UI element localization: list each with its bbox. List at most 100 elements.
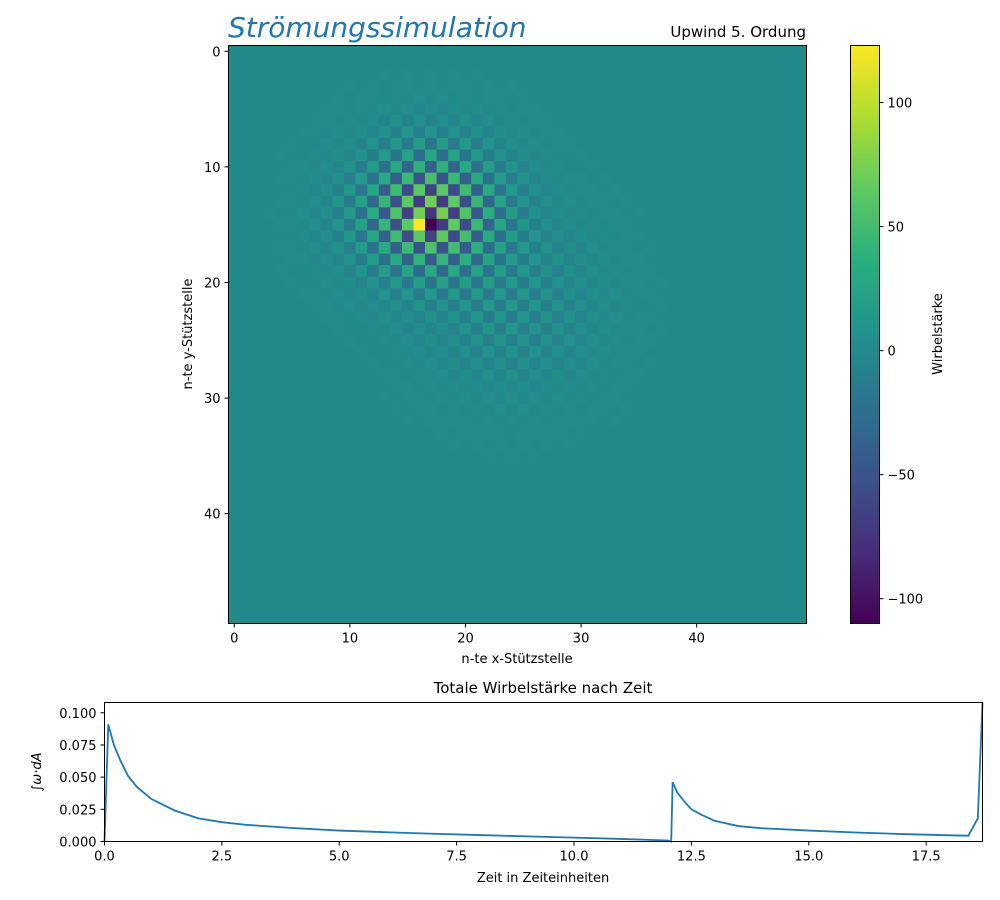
- heatmap-cell: [656, 161, 669, 174]
- heatmap-cell: [401, 507, 414, 520]
- heatmap-cell: [251, 311, 264, 324]
- heatmap-cell: [702, 438, 715, 451]
- heatmap-cell: [702, 126, 715, 139]
- heatmap-cell: [760, 161, 773, 174]
- heatmap-cell: [251, 172, 264, 185]
- heatmap-cell: [633, 403, 646, 416]
- heatmap-cell: [471, 218, 484, 231]
- heatmap-cell: [771, 611, 784, 624]
- heatmap-cell: [448, 149, 461, 162]
- heatmap-cell: [401, 369, 414, 382]
- heatmap-cell: [274, 114, 287, 127]
- heatmap-cell: [448, 519, 461, 532]
- heatmap-cell: [667, 403, 680, 416]
- heatmap-cell: [737, 126, 750, 139]
- heatmap-cell: [274, 496, 287, 509]
- heatmap-cell: [286, 45, 299, 58]
- heatmap-cell: [482, 114, 495, 127]
- heatmap-cell: [725, 103, 738, 116]
- heatmap-cell: [656, 311, 669, 324]
- heatmap-cell: [459, 357, 472, 370]
- heatmap-cell: [367, 68, 380, 81]
- heatmap-cell: [263, 299, 276, 312]
- heatmap-cell: [725, 611, 738, 624]
- heatmap-cell: [367, 253, 380, 266]
- heatmap-cell: [690, 45, 703, 58]
- heatmap-cell: [390, 334, 403, 347]
- heatmap-cell: [690, 68, 703, 81]
- heatmap-cell: [425, 161, 437, 174]
- heatmap-cell: [517, 334, 530, 347]
- heatmap-cell: [679, 322, 692, 335]
- heatmap-cell: [471, 554, 484, 567]
- heatmap-cell: [240, 253, 253, 266]
- heatmap-x-ticks: 0 10 20 30 40: [230, 623, 705, 647]
- heatmap-cell: [656, 230, 669, 243]
- heatmap-cell: [690, 230, 703, 243]
- heatmap-cell: [505, 126, 518, 139]
- heatmap-cell: [621, 161, 634, 174]
- line-y-tick-label: 0.025: [59, 803, 96, 818]
- heatmap-cell: [690, 426, 703, 439]
- heatmap-cell: [771, 195, 784, 208]
- heatmap-cell: [517, 311, 530, 324]
- heatmap-cell: [667, 80, 680, 93]
- heatmap-cell: [737, 253, 750, 266]
- heatmap-cell: [505, 542, 518, 555]
- heatmap-cell: [240, 403, 253, 416]
- heatmap-cell: [667, 253, 680, 266]
- heatmap-cell: [586, 507, 599, 520]
- heatmap-cell: [320, 57, 333, 70]
- heatmap-cell: [448, 218, 461, 231]
- heatmap-cell: [448, 577, 461, 590]
- heatmap-cell: [644, 137, 657, 150]
- heatmap-cell: [656, 57, 669, 70]
- heatmap-cell: [228, 253, 241, 266]
- line-y-tick-label: 0.100: [59, 707, 96, 722]
- heatmap-cell: [737, 172, 750, 185]
- heatmap-cell: [621, 403, 634, 416]
- heatmap-cell: [529, 149, 542, 162]
- heatmap-cell: [575, 565, 588, 578]
- heatmap-cell: [702, 253, 715, 266]
- heatmap-cell: [390, 68, 403, 81]
- heatmap-cell: [529, 415, 542, 428]
- heatmap-cell: [552, 276, 565, 289]
- heatmap-cell: [332, 288, 345, 301]
- heatmap-cell: [448, 195, 461, 208]
- heatmap-cell: [367, 357, 380, 370]
- heatmap-cell: [633, 611, 646, 624]
- heatmap-cell: [656, 91, 669, 104]
- heatmap-cell: [748, 126, 761, 139]
- heatmap-cell: [771, 484, 784, 497]
- heatmap-cell: [690, 496, 703, 509]
- heatmap-cell: [656, 149, 669, 162]
- heatmap-cell: [540, 554, 553, 567]
- heatmap-cell: [598, 554, 611, 567]
- heatmap-cell: [436, 126, 449, 139]
- heatmap-cell: [656, 577, 669, 590]
- heatmap-cell: [621, 473, 634, 486]
- heatmap-cell: [320, 565, 333, 578]
- heatmap-cell: [505, 565, 518, 578]
- heatmap-cell: [459, 68, 472, 81]
- heatmap-cell: [332, 461, 345, 474]
- heatmap-cell: [748, 311, 761, 324]
- heatmap-cell: [586, 588, 599, 601]
- heatmap-cell: [274, 91, 287, 104]
- heatmap-cell: [737, 137, 750, 150]
- heatmap-cell: [436, 103, 449, 116]
- heatmap-cell: [297, 346, 310, 359]
- heatmap-cell: [529, 288, 542, 301]
- heatmap-cell: [609, 311, 622, 324]
- heatmap-cell: [425, 45, 437, 58]
- heatmap-cell: [263, 392, 276, 405]
- heatmap-cell: [540, 380, 553, 393]
- heatmap-cell: [771, 299, 784, 312]
- heatmap-cell: [332, 600, 345, 613]
- heatmap-cell: [367, 195, 380, 208]
- heatmap-cell: [390, 346, 403, 359]
- heatmap-cell: [563, 299, 576, 312]
- heatmap-cell: [471, 380, 484, 393]
- heatmap-cell: [517, 80, 530, 93]
